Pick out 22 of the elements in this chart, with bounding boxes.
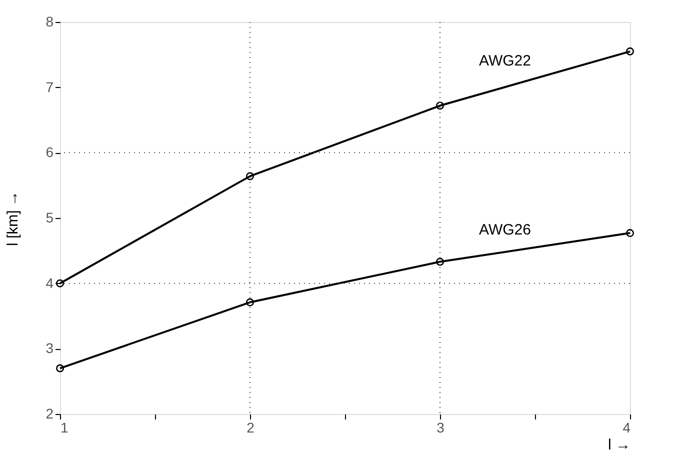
x-tick-label: 3	[436, 420, 445, 436]
x-axis-title: l →	[608, 436, 630, 454]
y-tick-label: 4	[46, 274, 54, 291]
point	[56, 364, 64, 372]
y-tick-label: 6	[46, 144, 54, 160]
y-tick-label: 3	[46, 340, 54, 356]
point	[246, 172, 254, 180]
series-label: AWG22	[479, 52, 531, 70]
y-tick-label: 7	[46, 78, 54, 95]
x-tick-label: 1	[60, 420, 68, 436]
y-tick-label: 5	[46, 210, 54, 226]
series-label: AWG26	[479, 221, 531, 238]
y-tick-label: 8	[46, 14, 54, 30]
point	[626, 229, 634, 238]
x-tick-label: 4	[622, 420, 631, 436]
point	[436, 102, 444, 110]
x-tick-label: 2	[246, 420, 255, 436]
y-axis-title: l [km] →	[4, 191, 22, 246]
point	[626, 47, 634, 56]
point	[246, 298, 254, 306]
y-tick-label: 2	[46, 406, 54, 422]
point	[436, 258, 444, 266]
